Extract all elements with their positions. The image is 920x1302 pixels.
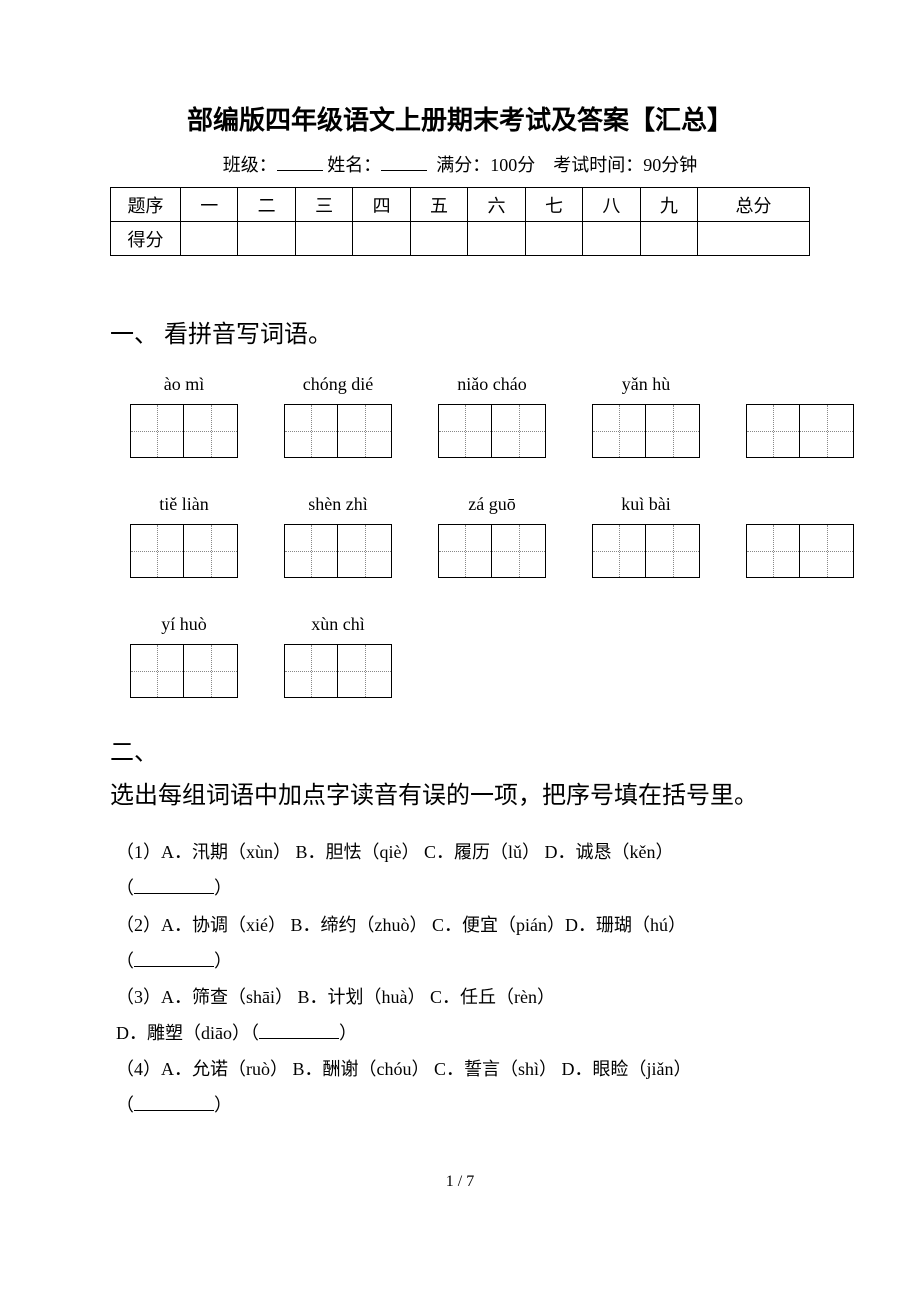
pinyin-cell: tiě liàn [130,494,238,578]
q-paren: （） [116,1088,810,1122]
pinyin-cell [746,374,854,458]
pinyin-label: niǎo cháo [457,374,526,396]
tian-pair[interactable] [438,524,546,578]
col: 四 [353,188,410,222]
score-cell[interactable] [353,222,410,256]
tian-pair[interactable] [130,404,238,458]
paren-open: （ [116,878,134,898]
tian-pair[interactable] [592,404,700,458]
col: 一 [181,188,238,222]
col: 五 [410,188,467,222]
paren-close: ） [214,1095,232,1115]
tian-pair[interactable] [284,644,392,698]
tian-pair[interactable] [592,524,700,578]
answer-blank[interactable] [259,1023,339,1039]
answer-blank[interactable] [134,951,214,967]
class-blank[interactable] [277,153,323,171]
pinyin-label: xùn chì [311,614,365,636]
col: 七 [525,188,582,222]
pinyin-cell: zá guō [438,494,546,578]
paren-open: （ [116,951,134,971]
pinyin-cell: niǎo cháo [438,374,546,458]
pinyin-label: zá guō [468,494,515,516]
question-body: （1）A．汛期（xùn） B．胆怯（qiè） C．履历（lǔ） D．诚恳（kěn… [116,835,810,1123]
q-item: （1）A．汛期（xùn） B．胆怯（qiè） C．履历（lǔ） D．诚恳（kěn… [116,835,810,869]
tian-pair[interactable] [130,644,238,698]
tian-pair[interactable] [438,404,546,458]
q-text: D．雕塑（diāo）（ [116,1023,259,1043]
pinyin-cell: shèn zhì [284,494,392,578]
pinyin-label: tiě liàn [159,494,208,516]
pinyin-cell: yǎn hù [592,374,700,458]
tian-pair[interactable] [284,404,392,458]
score-cell[interactable] [410,222,467,256]
exam-time: 考试时间：90分钟 [553,155,697,175]
q-item: （2）A．协调（xié） B．缔约（zhuò） C．便宜（pián）D．珊瑚（h… [116,908,810,942]
table-row-header: 题序 一 二 三 四 五 六 七 八 九 总分 [111,188,810,222]
section2-number: 二、 [110,734,810,772]
paren-close: ） [339,1023,357,1043]
score-cell[interactable] [181,222,238,256]
pinyin-cell: yí huò [130,614,238,698]
info-line: 班级： 姓名： 满分：100分 考试时间：90分钟 [110,151,810,177]
answer-blank[interactable] [134,878,214,894]
q-paren: （） [116,944,810,978]
col: 六 [468,188,525,222]
q-item: （4）A．允诺（ruò） B．酬谢（chóu） C．誓言（shì） D．眼睑（j… [116,1052,810,1086]
pinyin-label: yǎn hù [622,374,671,396]
pinyin-label: ào mì [164,374,205,396]
pinyin-label: yí huò [161,614,207,636]
doc-title: 部编版四年级语文上册期末考试及答案【汇总】 [110,100,810,137]
answer-blank[interactable] [134,1095,214,1111]
pinyin-cell: xùn chì [284,614,392,698]
row-label: 题序 [111,188,181,222]
paren-close: ） [214,951,232,971]
col: 三 [295,188,352,222]
paren-open: （ [116,1095,134,1115]
col: 八 [583,188,640,222]
pinyin-label: chóng dié [303,374,373,396]
paren-close: ） [214,878,232,898]
pinyin-row: yí huò xùn chì [130,614,810,698]
col: 二 [238,188,295,222]
tian-pair[interactable] [284,524,392,578]
q-item-cont: D．雕塑（diāo）（ ） [116,1016,810,1050]
score-cell[interactable] [468,222,525,256]
tian-pair[interactable] [746,404,854,458]
pinyin-grid: ào mì chóng dié niǎo cháo yǎn hù tiě lià… [130,374,810,698]
score-cell[interactable] [525,222,582,256]
page-number: 1 / 7 [110,1173,810,1191]
row-label: 得分 [111,222,181,256]
pinyin-cell: kuì bài [592,494,700,578]
pinyin-label: shèn zhì [308,494,367,516]
q-item: （3）A．筛查（shāi） B．计划（huà） C．任丘（rèn） [116,980,810,1014]
pinyin-cell [746,494,854,578]
score-cell[interactable] [238,222,295,256]
name-label: 姓名： [327,155,381,175]
tian-pair[interactable] [746,524,854,578]
full-score: 满分：100分 [436,155,535,175]
pinyin-row: ào mì chóng dié niǎo cháo yǎn hù [130,374,810,458]
pinyin-cell: chóng dié [284,374,392,458]
pinyin-label: kuì bài [621,494,671,516]
pinyin-cell: ào mì [130,374,238,458]
col: 总分 [698,188,810,222]
score-cell[interactable] [640,222,697,256]
section2-heading: 选出每组词语中加点字读音有误的一项，把序号填在括号里。 [110,777,810,815]
q-paren: （） [116,871,810,905]
section1-heading: 一、 看拼音写词语。 [110,316,810,354]
class-label: 班级： [223,155,277,175]
name-blank[interactable] [381,153,427,171]
score-cell[interactable] [295,222,352,256]
tian-pair[interactable] [130,524,238,578]
score-cell[interactable] [698,222,810,256]
pinyin-row: tiě liàn shèn zhì zá guō kuì bài [130,494,810,578]
score-table: 题序 一 二 三 四 五 六 七 八 九 总分 得分 [110,187,810,256]
col: 九 [640,188,697,222]
table-row-score: 得分 [111,222,810,256]
score-cell[interactable] [583,222,640,256]
